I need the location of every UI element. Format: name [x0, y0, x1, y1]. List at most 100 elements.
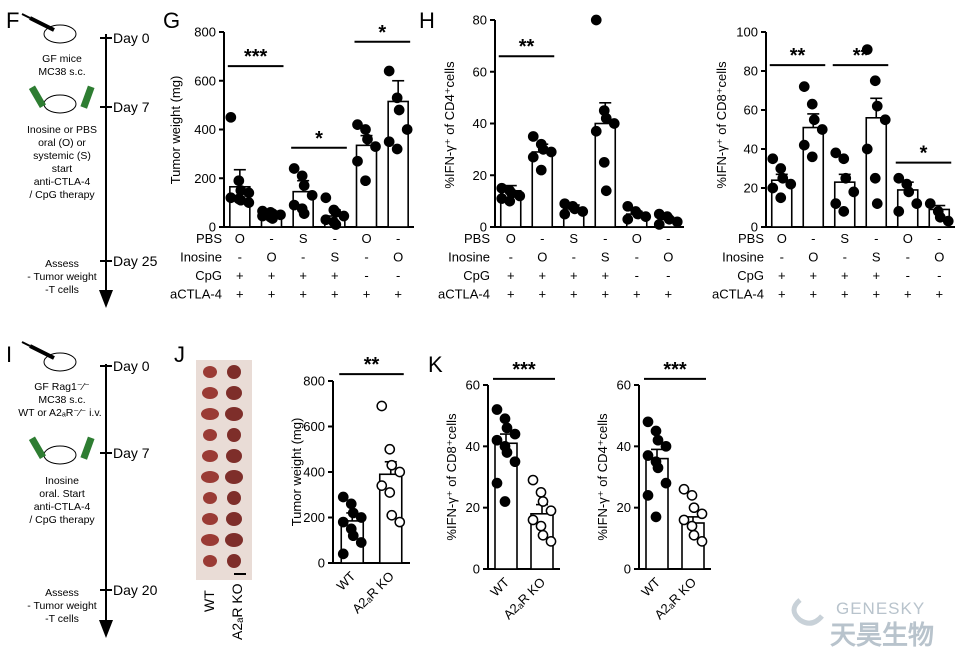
data-point [785, 178, 797, 190]
data-point [660, 477, 672, 489]
condition-cell: + [538, 287, 546, 302]
condition-cell: - [364, 268, 368, 283]
data-point [879, 114, 891, 126]
tumor-sample [203, 429, 217, 441]
svg-text:oral (O) or: oral (O) or [38, 137, 86, 149]
y-axis-label: %IFN-γ⁺ of CD8⁺cells [714, 61, 729, 189]
data-point [233, 175, 245, 187]
condition-cell: - [811, 231, 815, 246]
tumor-sample [225, 407, 243, 421]
y-tick-label: 80 [473, 13, 487, 28]
data-point [775, 163, 787, 174]
condition-cell: O [266, 250, 276, 265]
condition-cell: O [934, 250, 944, 265]
data-point [869, 172, 881, 184]
tumor-sample [202, 450, 218, 462]
data-point [527, 151, 539, 163]
data-point [650, 511, 662, 523]
data-point [653, 219, 665, 230]
data-point [893, 172, 905, 184]
condition-cell: S [299, 231, 308, 246]
condition-cell: - [396, 231, 400, 246]
data-point [355, 512, 367, 523]
condition-row-label: CpG [195, 268, 222, 283]
data-point [391, 143, 403, 155]
data-point [798, 81, 810, 92]
data-point [296, 170, 308, 182]
condition-cell: O [361, 231, 371, 246]
data-point [352, 119, 363, 130]
data-point [535, 520, 547, 532]
data-point [686, 520, 698, 532]
condition-cell: + [538, 268, 546, 283]
condition-cell: - [509, 250, 513, 265]
condition-row-label: aCTLA-4 [438, 287, 490, 302]
condition-cell: - [635, 268, 639, 283]
y-tick-label: 800 [194, 25, 216, 40]
tumor-sample [225, 533, 243, 547]
data-point [394, 516, 406, 528]
y-tick-label: 0 [318, 556, 325, 571]
data-point [830, 147, 842, 159]
condition-cell: + [872, 287, 880, 302]
svg-text:Inosine: Inosine [45, 475, 79, 487]
mouse-gavage-icon [28, 436, 95, 465]
y-axis-label: Tumor weight (mg) [168, 76, 183, 185]
y-tick-label: 800 [303, 374, 325, 389]
data-point [696, 536, 708, 547]
svg-text:GF Rag1⁻⁄⁻: GF Rag1⁻⁄⁻ [34, 381, 90, 393]
panel-letter-i: I [6, 342, 12, 367]
data-point [660, 440, 672, 452]
timeline-i: Day 0 Day 7 Day 20 GF Rag1⁻⁄⁻ MC38 s.c. … [18, 341, 158, 638]
y-tick-label: 40 [744, 142, 758, 157]
panel-letter-g: G [163, 8, 180, 33]
significance-label: * [920, 143, 928, 165]
data-point [871, 198, 883, 209]
condition-cell: - [603, 231, 607, 246]
y-tick-label: 40 [473, 116, 487, 131]
data-point [499, 413, 511, 425]
data-point [640, 211, 652, 222]
photo-label-a2ar-ko: A2ₐR KO [229, 583, 245, 640]
tumor-sample [227, 554, 241, 568]
data-point [806, 151, 818, 163]
data-point [527, 514, 539, 526]
condition-cell: - [906, 268, 910, 283]
data-point [535, 486, 547, 498]
data-point [848, 186, 860, 198]
y-tick-label: 60 [466, 378, 480, 393]
condition-cell: O [777, 231, 787, 246]
condition-cell: S [601, 250, 610, 265]
significance-label: *** [244, 46, 268, 68]
svg-text:Assess: Assess [45, 258, 79, 270]
data-point [642, 416, 654, 428]
condition-cell: + [299, 268, 307, 283]
tumor-sample [203, 366, 217, 378]
condition-cell: - [906, 250, 910, 265]
timeline-f-day-0: Day 0 [113, 30, 150, 46]
y-axis-label: Tumor weight (mg) [289, 418, 304, 527]
significance-label: * [315, 128, 323, 150]
tumor-sample [201, 534, 219, 546]
svg-text:/ CpG therapy: / CpG therapy [29, 514, 95, 526]
condition-cell: + [363, 287, 371, 302]
data-point [686, 490, 698, 501]
data-point [678, 514, 690, 526]
data-point [893, 206, 905, 217]
condition-cell: O [393, 250, 403, 265]
tumor-sample [201, 408, 219, 420]
data-point [861, 44, 873, 55]
panel-letter-f: F [6, 8, 19, 33]
data-point [622, 213, 634, 225]
timeline-i-day-0: Day 0 [113, 358, 150, 374]
svg-text:GF mice: GF mice [42, 53, 82, 65]
tumor-sample [226, 512, 242, 526]
data-point [499, 496, 511, 507]
mouse-gavage-icon [28, 85, 95, 114]
y-tick-label: 40 [617, 439, 631, 454]
svg-text:systemic (S): systemic (S) [33, 150, 91, 162]
data-point [869, 75, 881, 87]
data-point [608, 118, 620, 129]
data-point [838, 206, 850, 217]
